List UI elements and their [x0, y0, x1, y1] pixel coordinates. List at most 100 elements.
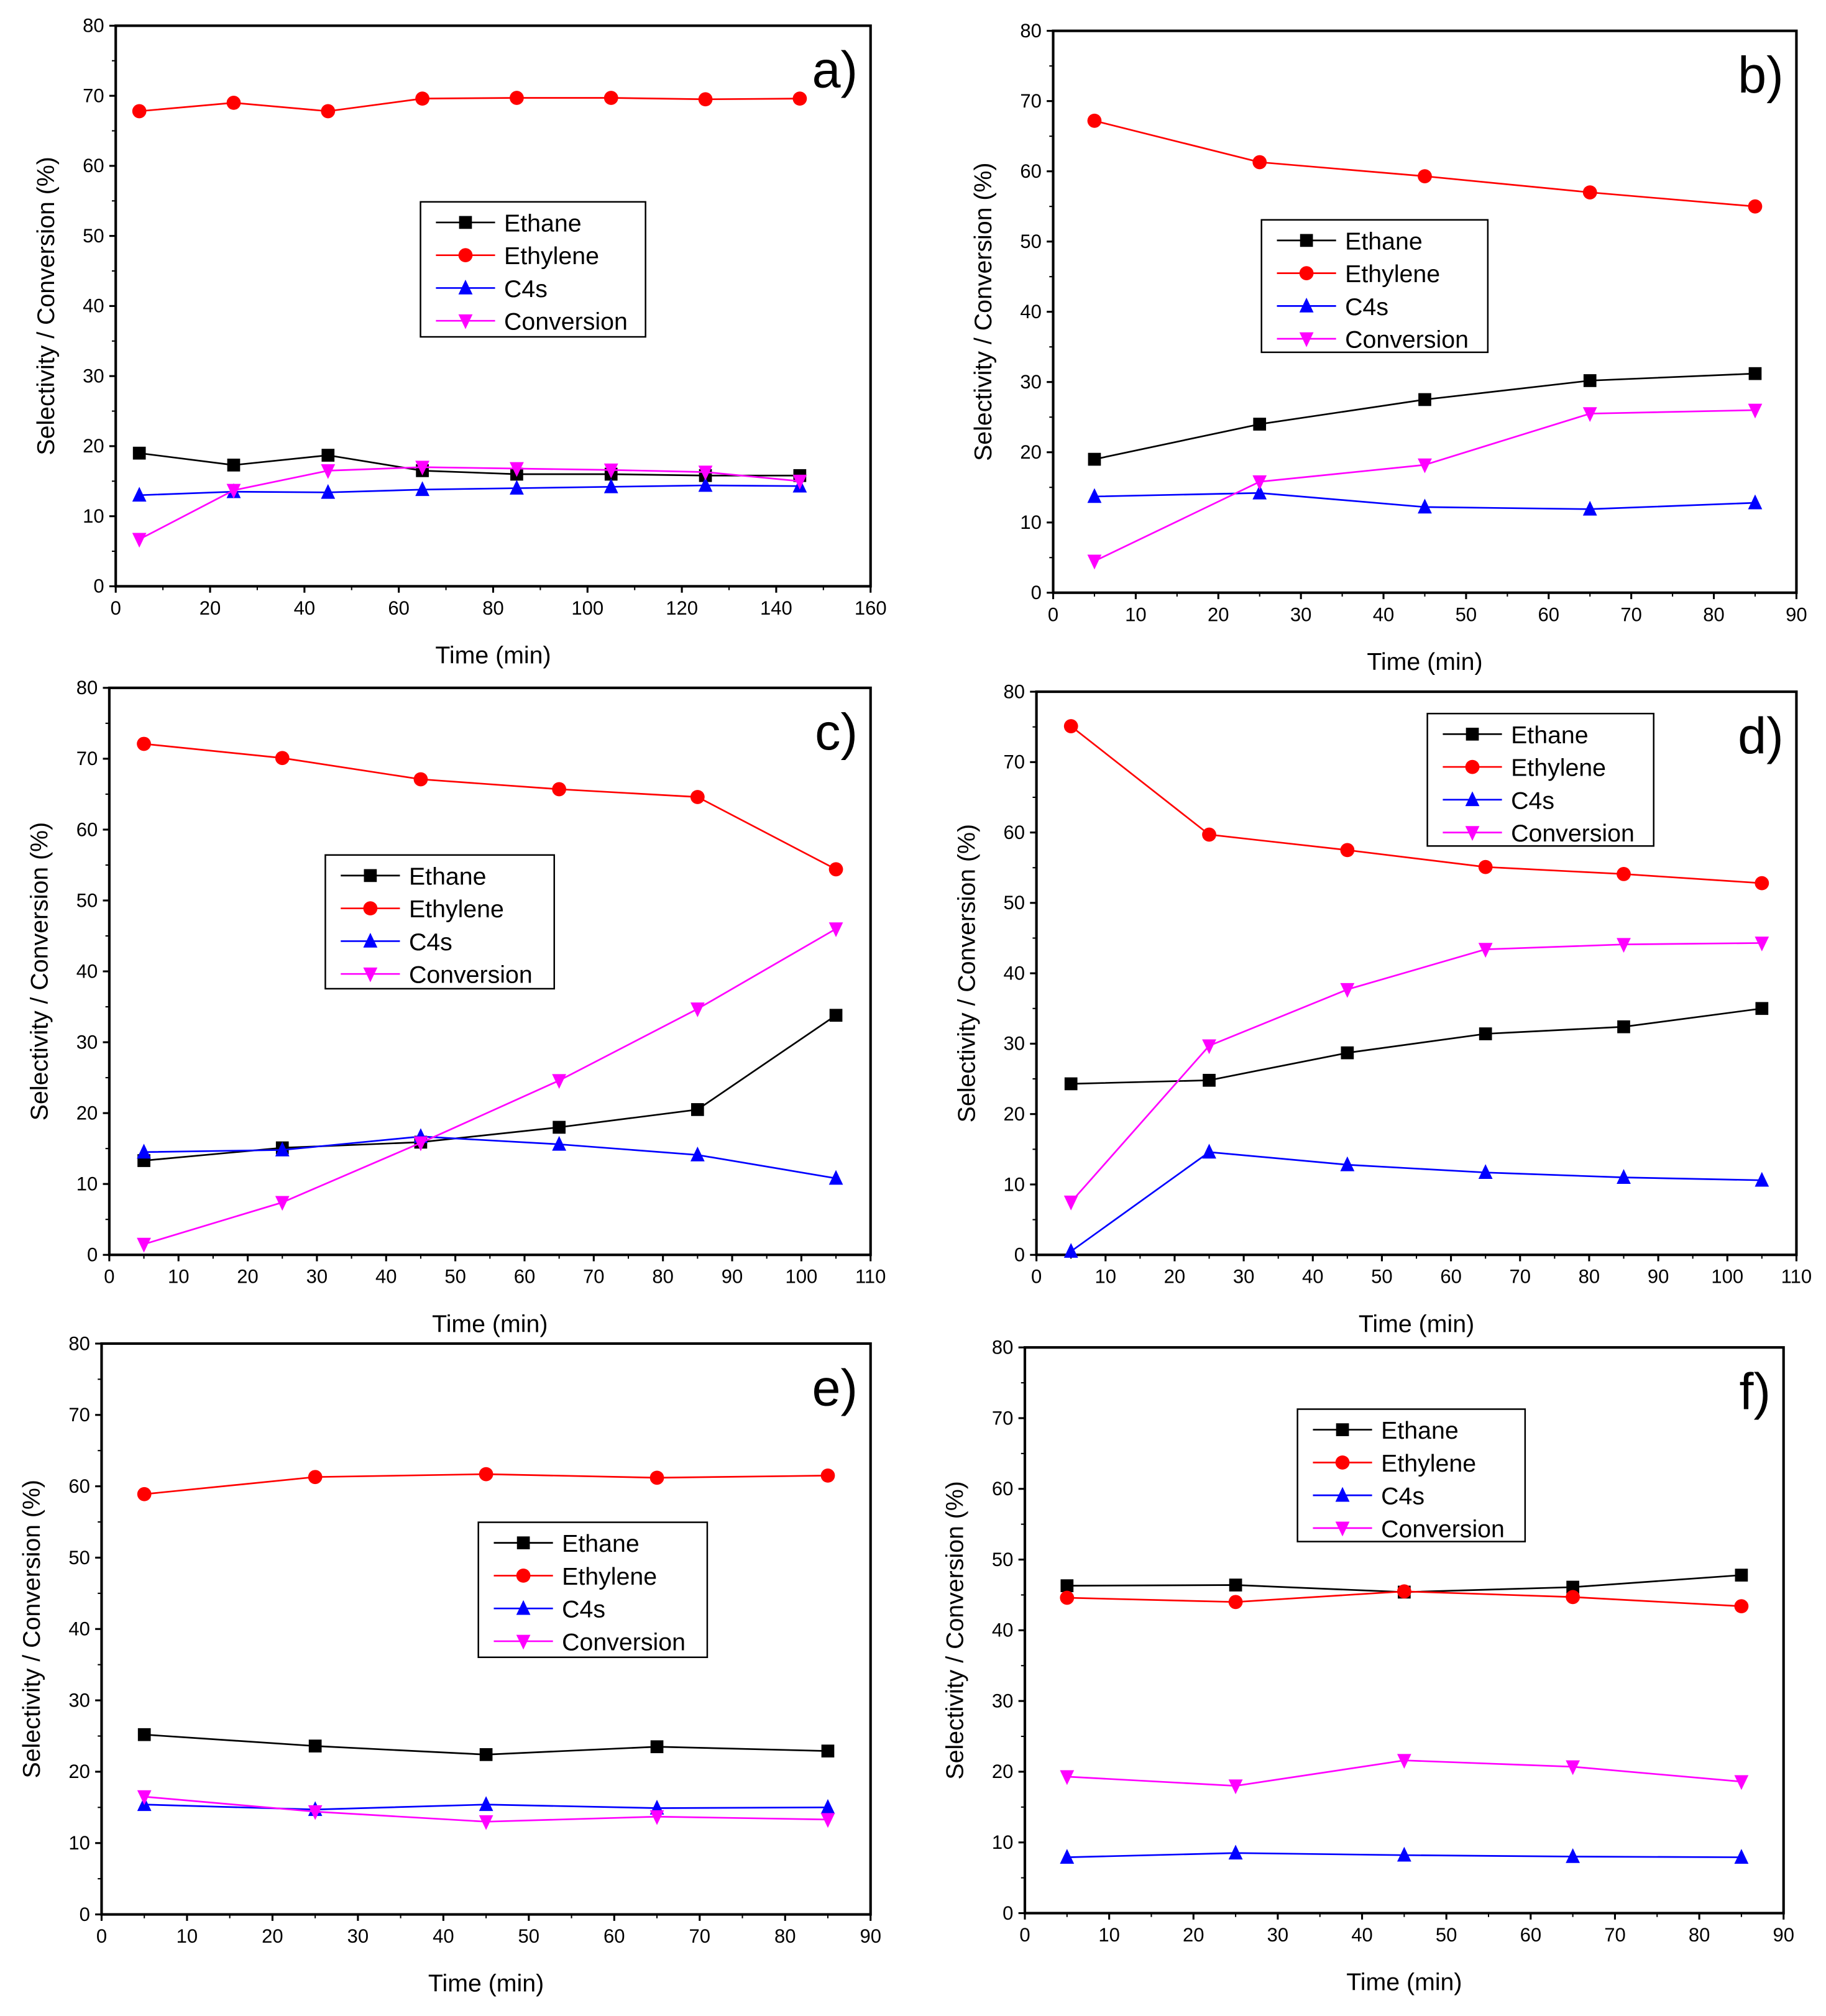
- ethane-point: [1088, 452, 1101, 466]
- y-tick-label: 0: [80, 1904, 90, 1925]
- x-tick-label: 0: [96, 1925, 107, 1947]
- x-tick-label: 0: [111, 597, 121, 619]
- legend-label: Ethane: [1511, 722, 1589, 749]
- x-tick-label: 10: [1125, 603, 1147, 625]
- y-tick-label: 0: [1014, 1244, 1025, 1266]
- ethane-line: [1094, 372, 1756, 460]
- legend-label: Conversion: [504, 308, 628, 336]
- x-tick-label: 0: [104, 1266, 114, 1288]
- conversion-point: [415, 460, 429, 476]
- series-ethylene: [1087, 113, 1763, 214]
- x-tick-label: 70: [1510, 1266, 1531, 1288]
- y-tick-label: 80: [1004, 680, 1025, 702]
- x-tick-label: 50: [1371, 1266, 1393, 1288]
- y-tick-label: 0: [1002, 1902, 1013, 1924]
- x-tick-label: 40: [375, 1266, 397, 1288]
- legend-label: C4s: [1511, 787, 1554, 814]
- c4s-point: [1755, 1171, 1769, 1187]
- y-tick-label: 40: [992, 1620, 1014, 1641]
- conversion-point: [1252, 475, 1267, 490]
- series-ethane: [1088, 367, 1762, 466]
- ethane-line: [1071, 1007, 1763, 1085]
- ethane-point: [1229, 1578, 1242, 1592]
- c4s-point: [1582, 500, 1597, 516]
- legend-triangle-down-icon: [1299, 332, 1314, 347]
- ethylene-point: [226, 96, 241, 110]
- y-tick-label: 10: [1020, 511, 1042, 533]
- series-ethylene: [137, 736, 843, 877]
- legend-label: Conversion: [1345, 326, 1469, 354]
- ethylene-line: [1094, 120, 1756, 208]
- y-tick-label: 30: [68, 1689, 90, 1711]
- ethylene-point: [132, 104, 147, 119]
- conversion-point: [1582, 407, 1597, 423]
- y-axis-title: Selectivity / Conversion (%): [18, 1480, 45, 1778]
- x-tick-label: 80: [482, 597, 504, 619]
- conversion-point: [820, 1813, 835, 1828]
- legend-triangle-up-icon: [516, 1600, 531, 1615]
- ethylene-point: [649, 1470, 664, 1485]
- x-tick-label: 140: [760, 597, 792, 619]
- series-c4s: [137, 1128, 843, 1185]
- chart-panel-e: 0 10 20 30 40 50 60 70 80 90 0 10 20 30 40 50 60 70 80 Time…: [18, 1332, 881, 1997]
- ethane-point: [1060, 1579, 1074, 1592]
- c4s-point: [552, 1135, 567, 1151]
- legend-square-icon: [1300, 234, 1313, 247]
- x-tick-label: 80: [1703, 603, 1725, 625]
- legend-label: Ethylene: [409, 896, 504, 923]
- y-tick-label: 40: [1004, 962, 1025, 984]
- x-tick-label: 70: [1620, 603, 1642, 625]
- conversion-point: [1478, 943, 1493, 958]
- ethane-point: [553, 1120, 566, 1134]
- conversion-point: [828, 922, 843, 938]
- legend-triangle-up-icon: [458, 279, 473, 295]
- x-tick-label: 30: [1267, 1924, 1289, 1946]
- ethylene-point: [137, 736, 151, 751]
- conversion-point: [1617, 938, 1631, 953]
- x-tick-label: 0: [1019, 1924, 1030, 1946]
- ethane-point: [1583, 374, 1597, 387]
- legend-circle-icon: [458, 248, 473, 263]
- c4s-point: [137, 1143, 151, 1159]
- series-conversion: [137, 1790, 835, 1830]
- legend-square-icon: [1466, 727, 1479, 741]
- y-tick-label: 10: [68, 1832, 90, 1854]
- x-tick-label: 80: [1689, 1924, 1710, 1946]
- x-axis-title: Time (min): [428, 1970, 544, 1997]
- legend-label: C4s: [504, 275, 548, 303]
- legend-circle-icon: [1465, 759, 1480, 774]
- x-tick-label: 20: [200, 597, 221, 619]
- x-tick-label: 70: [689, 1925, 711, 1947]
- legend-square-icon: [459, 216, 472, 229]
- ethylene-point: [1340, 843, 1355, 858]
- legend-label: Ethylene: [504, 242, 599, 270]
- legend-square-icon: [516, 1536, 530, 1549]
- series-ethylene: [137, 1467, 835, 1501]
- series-conversion: [1087, 403, 1763, 570]
- ethane-point: [1617, 1020, 1630, 1033]
- x-tick-label: 40: [433, 1925, 454, 1947]
- series-conversion: [132, 460, 807, 548]
- ethane-point: [321, 449, 335, 462]
- panel-label: e): [812, 1359, 858, 1416]
- series-c4s: [1060, 1844, 1749, 1864]
- y-axis-title: Selectivity / Conversion (%): [942, 1481, 969, 1779]
- conversion-point: [698, 465, 713, 481]
- c4s-point: [479, 1796, 493, 1812]
- x-tick-label: 90: [860, 1925, 881, 1947]
- y-tick-label: 10: [83, 505, 104, 527]
- series-c4s: [1087, 484, 1763, 516]
- legend-label: Ethane: [1381, 1417, 1459, 1444]
- x-tick-label: 40: [1351, 1924, 1373, 1946]
- legend-label: C4s: [1381, 1483, 1425, 1510]
- c4s-point: [1566, 1848, 1581, 1863]
- ethane-point: [1755, 1002, 1769, 1015]
- series-ethane: [137, 1728, 835, 1761]
- x-tick-label: 20: [262, 1925, 283, 1947]
- y-tick-label: 80: [992, 1337, 1014, 1359]
- legend: Ethane Ethylene C4s Conversion: [420, 201, 646, 338]
- c4s-point: [415, 481, 429, 497]
- conversion-point: [552, 1074, 567, 1089]
- x-tick-label: 30: [1233, 1266, 1255, 1288]
